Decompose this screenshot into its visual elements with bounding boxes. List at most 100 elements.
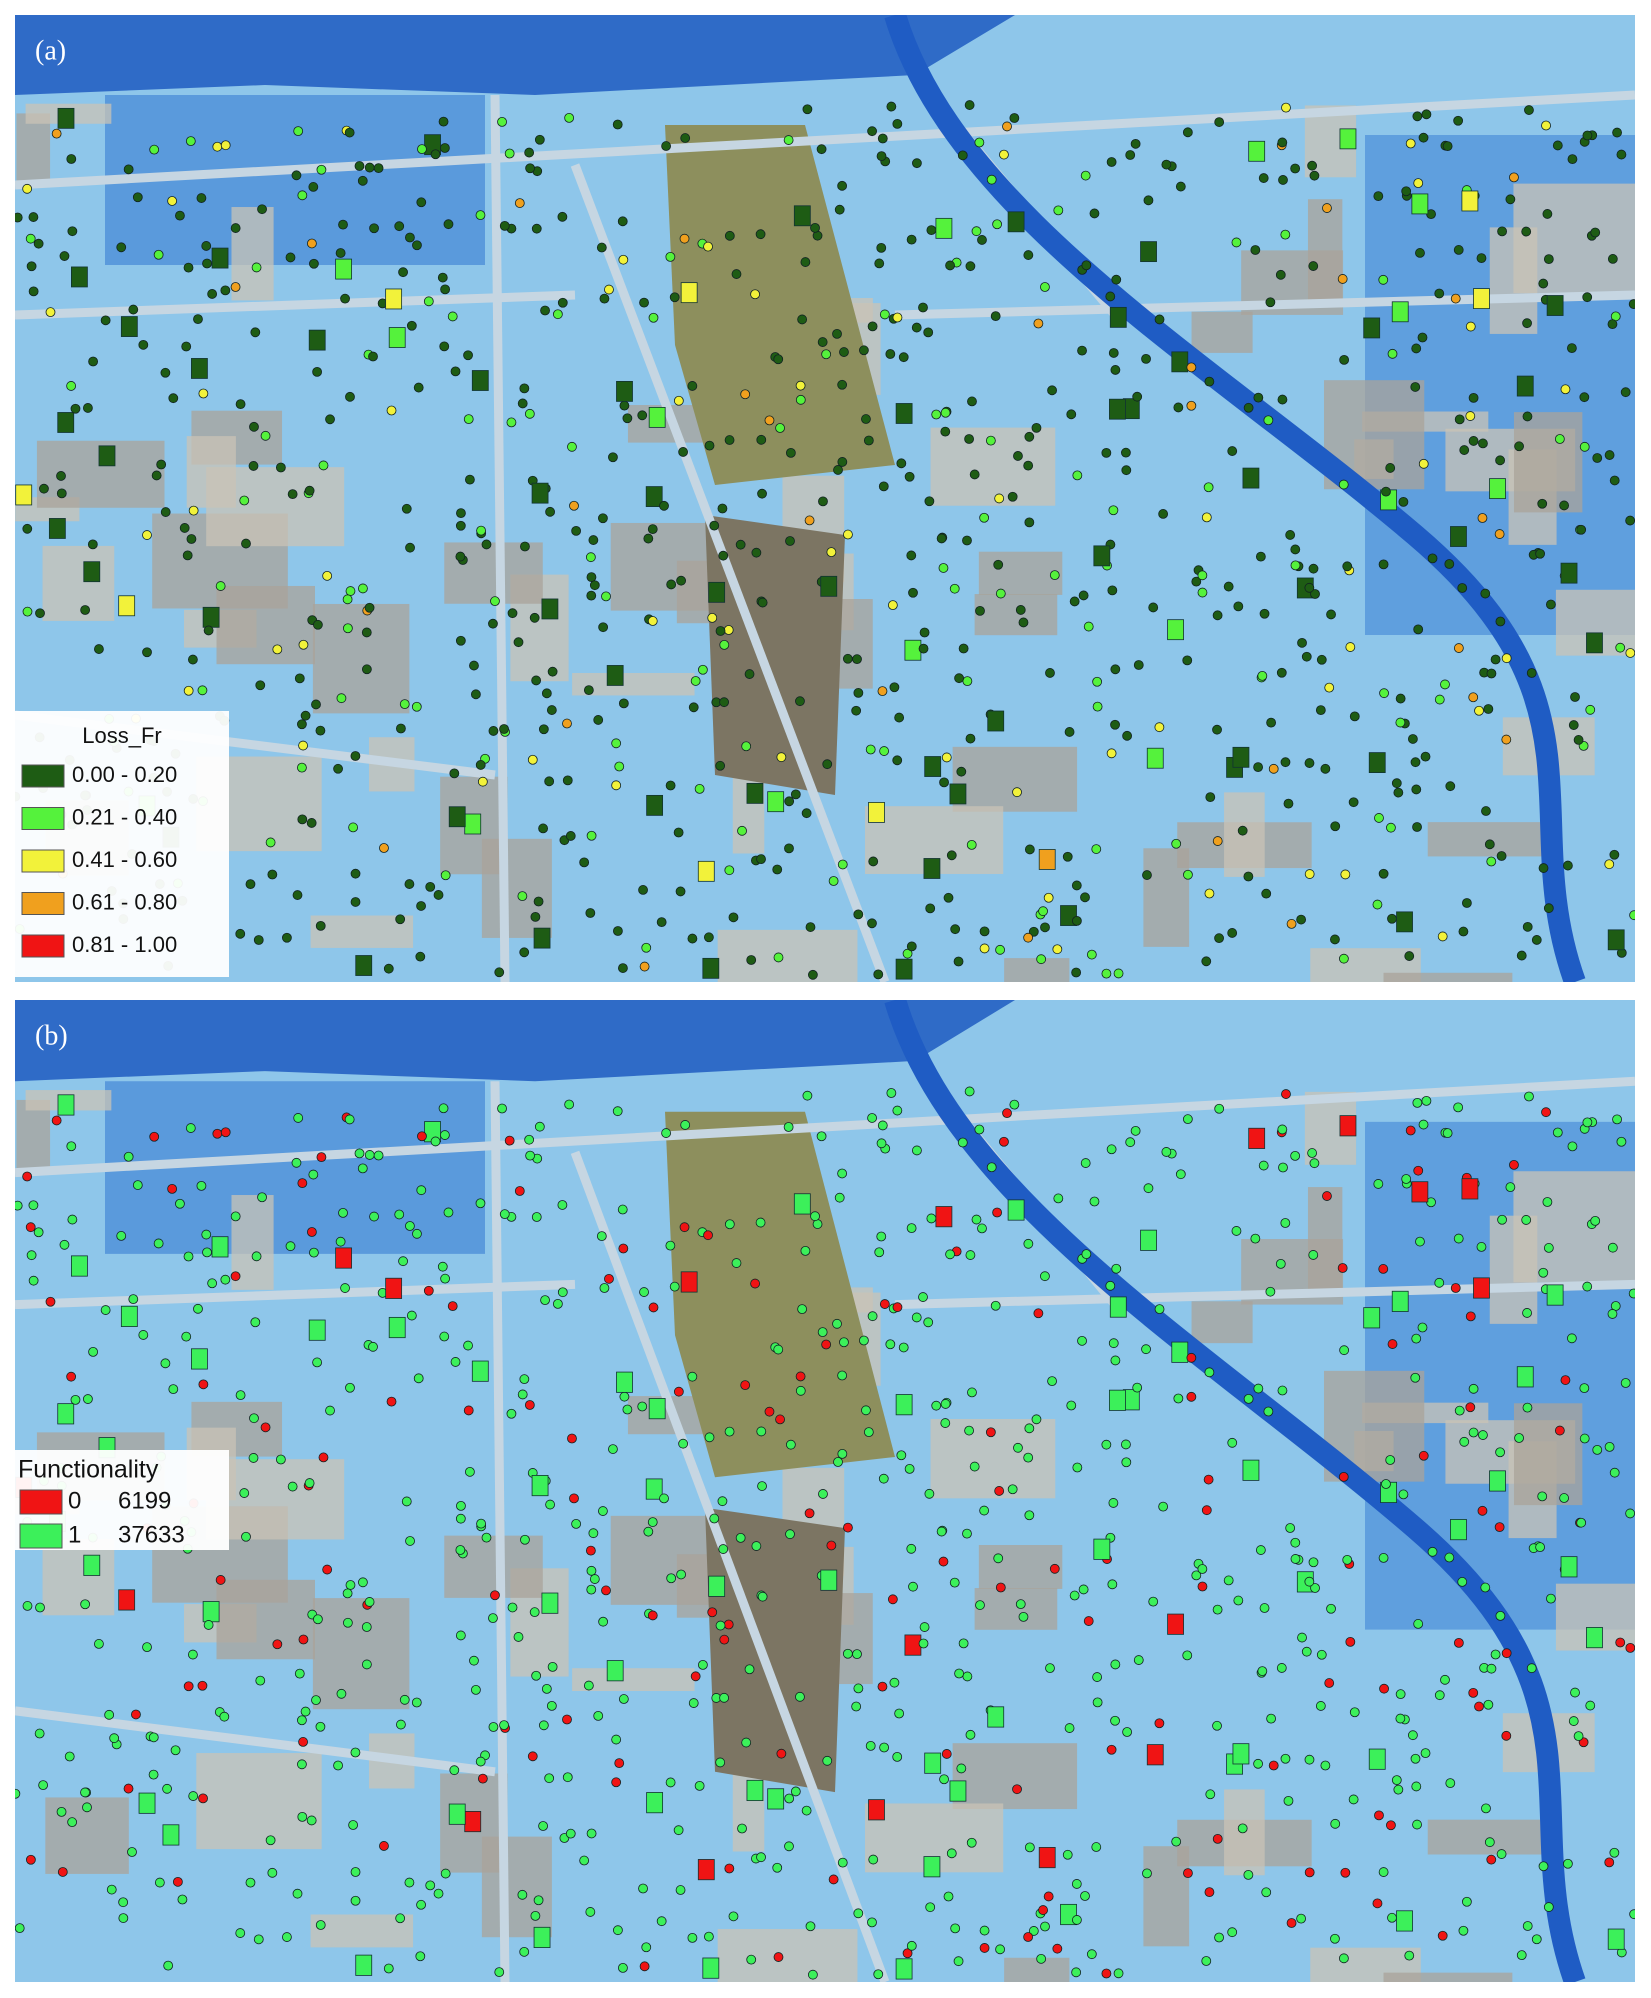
building — [1412, 111, 1423, 122]
building — [906, 1940, 917, 1951]
building — [201, 1229, 212, 1240]
building — [1576, 524, 1587, 535]
building — [1348, 1794, 1359, 1805]
building — [1413, 624, 1424, 635]
building — [306, 238, 317, 249]
building — [801, 1805, 812, 1816]
building — [808, 1969, 818, 1980]
building — [379, 1841, 389, 1851]
building — [904, 1463, 915, 1474]
building — [26, 261, 37, 272]
building — [552, 1298, 563, 1309]
building — [33, 238, 44, 249]
building — [1007, 1199, 1025, 1221]
building — [1203, 482, 1214, 493]
building — [1047, 1376, 1057, 1387]
building — [1427, 553, 1438, 564]
building — [1197, 1564, 1208, 1574]
road — [490, 1081, 510, 1982]
building — [694, 1780, 705, 1791]
road — [15, 1706, 496, 1777]
building — [1143, 1183, 1154, 1194]
building — [1038, 849, 1056, 870]
building — [527, 754, 538, 765]
urban-area — [572, 673, 695, 696]
building — [704, 440, 715, 451]
building — [1612, 127, 1622, 138]
building — [354, 1148, 365, 1159]
building — [1031, 1414, 1042, 1425]
building — [964, 434, 974, 444]
building — [456, 1500, 466, 1511]
building — [220, 285, 231, 296]
building — [962, 1671, 973, 1682]
building — [447, 311, 458, 322]
building — [896, 1450, 907, 1461]
building — [1421, 1095, 1432, 1106]
building — [1201, 512, 1212, 523]
building — [386, 405, 397, 416]
building — [1280, 229, 1291, 240]
building — [1242, 1459, 1260, 1481]
building — [335, 1247, 353, 1269]
building — [198, 1793, 208, 1804]
urban-area — [952, 746, 1078, 812]
building — [669, 292, 680, 303]
building — [1576, 1517, 1587, 1528]
building — [1040, 922, 1050, 933]
building — [1101, 447, 1112, 458]
building — [82, 1802, 92, 1813]
building — [315, 1920, 326, 1930]
building — [622, 1404, 633, 1415]
building — [1038, 1905, 1048, 1915]
building — [185, 136, 196, 147]
building — [1567, 1141, 1578, 1152]
building — [1182, 1650, 1193, 1661]
building — [665, 1777, 676, 1788]
building — [154, 1877, 165, 1888]
building — [179, 523, 190, 533]
building — [28, 1275, 39, 1286]
building — [541, 598, 559, 620]
building — [648, 1302, 659, 1313]
building — [1450, 1283, 1461, 1293]
building — [167, 196, 178, 206]
building — [1250, 1233, 1261, 1244]
building — [1514, 441, 1524, 452]
building — [886, 1088, 897, 1098]
building — [1444, 1552, 1455, 1563]
building — [1320, 1760, 1331, 1771]
building — [1253, 1758, 1263, 1769]
building — [1122, 730, 1133, 741]
building — [1381, 1479, 1391, 1489]
building — [1453, 643, 1464, 653]
building — [338, 1207, 348, 1218]
building — [22, 523, 33, 534]
building — [833, 465, 843, 475]
building — [292, 1888, 303, 1899]
building — [1374, 1810, 1384, 1821]
building — [876, 1138, 887, 1149]
building — [746, 1954, 757, 1965]
building — [1007, 491, 1018, 502]
building — [385, 288, 403, 310]
building — [202, 1601, 220, 1623]
building — [519, 1374, 530, 1385]
building — [1338, 479, 1349, 490]
building — [98, 445, 116, 467]
building — [272, 644, 283, 655]
building — [1585, 1700, 1596, 1711]
building — [1140, 1229, 1157, 1251]
urban-area — [1489, 1215, 1538, 1324]
building — [345, 391, 355, 402]
building — [405, 542, 415, 553]
building — [251, 1251, 262, 1262]
building — [606, 1660, 624, 1682]
building — [818, 1489, 828, 1499]
building — [203, 625, 214, 636]
building — [659, 500, 669, 511]
building — [1326, 609, 1336, 620]
building — [162, 1824, 180, 1846]
building — [499, 220, 510, 231]
building — [906, 941, 917, 952]
